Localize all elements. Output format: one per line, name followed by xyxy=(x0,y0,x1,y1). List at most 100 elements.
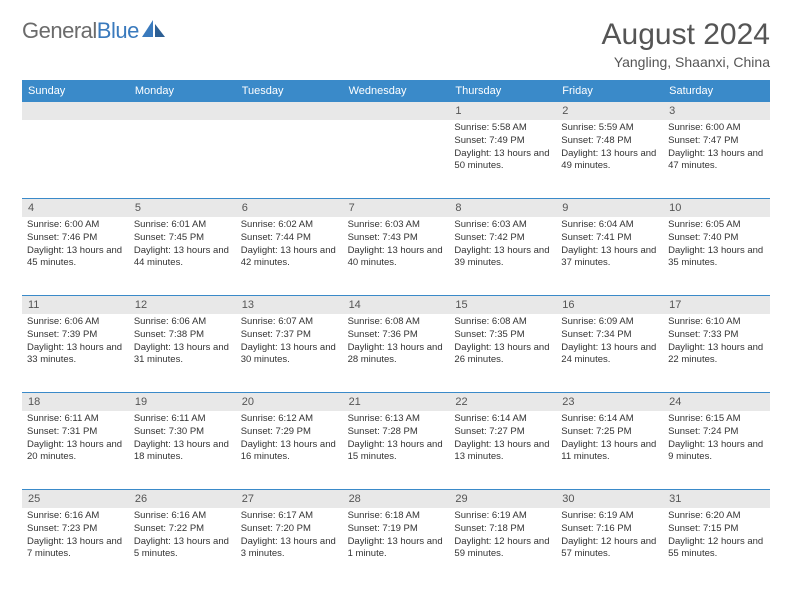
day-details: Sunrise: 6:16 AMSunset: 7:23 PMDaylight:… xyxy=(27,508,124,561)
day-details: Sunrise: 6:15 AMSunset: 7:24 PMDaylight:… xyxy=(668,411,765,464)
sunset-text: Sunset: 7:35 PM xyxy=(454,329,551,342)
sunrise-text: Sunrise: 6:19 AM xyxy=(561,510,658,523)
day-cell: Sunrise: 6:14 AMSunset: 7:27 PMDaylight:… xyxy=(449,411,556,489)
day-number xyxy=(22,102,129,120)
day-number: 27 xyxy=(236,490,343,508)
day-number: 19 xyxy=(129,393,236,411)
day-number: 31 xyxy=(663,490,770,508)
sunset-text: Sunset: 7:24 PM xyxy=(668,426,765,439)
sunrise-text: Sunrise: 6:03 AM xyxy=(348,219,445,232)
daylight-text: Daylight: 12 hours and 59 minutes. xyxy=(454,536,551,562)
weekday-label: Saturday xyxy=(663,80,770,102)
sunrise-text: Sunrise: 6:06 AM xyxy=(134,316,231,329)
sunset-text: Sunset: 7:19 PM xyxy=(348,523,445,536)
daynum-row: 18192021222324 xyxy=(22,392,770,411)
day-cell: Sunrise: 6:19 AMSunset: 7:18 PMDaylight:… xyxy=(449,508,556,586)
sunrise-text: Sunrise: 6:16 AM xyxy=(27,510,124,523)
daylight-text: Daylight: 13 hours and 37 minutes. xyxy=(561,245,658,271)
sunset-text: Sunset: 7:16 PM xyxy=(561,523,658,536)
sunset-text: Sunset: 7:20 PM xyxy=(241,523,338,536)
daylight-text: Daylight: 12 hours and 57 minutes. xyxy=(561,536,658,562)
weekday-header-row: Sunday Monday Tuesday Wednesday Thursday… xyxy=(22,80,770,102)
day-cell: Sunrise: 6:00 AMSunset: 7:46 PMDaylight:… xyxy=(22,217,129,295)
day-details: Sunrise: 6:10 AMSunset: 7:33 PMDaylight:… xyxy=(668,314,765,367)
weekday-label: Thursday xyxy=(449,80,556,102)
calendar-page: GeneralBlue August 2024 Yangling, Shaanx… xyxy=(0,0,792,596)
day-cell: Sunrise: 6:00 AMSunset: 7:47 PMDaylight:… xyxy=(663,120,770,198)
daylight-text: Daylight: 13 hours and 22 minutes. xyxy=(668,342,765,368)
daylight-text: Daylight: 13 hours and 45 minutes. xyxy=(27,245,124,271)
day-details: Sunrise: 6:14 AMSunset: 7:27 PMDaylight:… xyxy=(454,411,551,464)
day-cell: Sunrise: 6:01 AMSunset: 7:45 PMDaylight:… xyxy=(129,217,236,295)
daylight-text: Daylight: 13 hours and 3 minutes. xyxy=(241,536,338,562)
title-block: August 2024 Yangling, Shaanxi, China xyxy=(602,18,770,70)
daylight-text: Daylight: 13 hours and 30 minutes. xyxy=(241,342,338,368)
day-details: Sunrise: 5:59 AMSunset: 7:48 PMDaylight:… xyxy=(561,120,658,173)
daylight-text: Daylight: 13 hours and 33 minutes. xyxy=(27,342,124,368)
day-details: Sunrise: 6:12 AMSunset: 7:29 PMDaylight:… xyxy=(241,411,338,464)
sunrise-text: Sunrise: 6:09 AM xyxy=(561,316,658,329)
sunset-text: Sunset: 7:31 PM xyxy=(27,426,124,439)
daynum-row: 25262728293031 xyxy=(22,489,770,508)
day-number: 29 xyxy=(449,490,556,508)
sunrise-text: Sunrise: 6:05 AM xyxy=(668,219,765,232)
week-row: Sunrise: 6:16 AMSunset: 7:23 PMDaylight:… xyxy=(22,508,770,586)
day-number xyxy=(343,102,450,120)
daylight-text: Daylight: 13 hours and 7 minutes. xyxy=(27,536,124,562)
sunrise-text: Sunrise: 6:07 AM xyxy=(241,316,338,329)
daylight-text: Daylight: 13 hours and 24 minutes. xyxy=(561,342,658,368)
daylight-text: Daylight: 13 hours and 15 minutes. xyxy=(348,439,445,465)
day-cell: Sunrise: 6:09 AMSunset: 7:34 PMDaylight:… xyxy=(556,314,663,392)
day-details xyxy=(348,120,445,122)
day-cell xyxy=(129,120,236,198)
sunset-text: Sunset: 7:33 PM xyxy=(668,329,765,342)
sunset-text: Sunset: 7:44 PM xyxy=(241,232,338,245)
day-cell: Sunrise: 6:12 AMSunset: 7:29 PMDaylight:… xyxy=(236,411,343,489)
sunrise-text: Sunrise: 6:03 AM xyxy=(454,219,551,232)
daylight-text: Daylight: 13 hours and 9 minutes. xyxy=(668,439,765,465)
sunrise-text: Sunrise: 6:00 AM xyxy=(668,122,765,135)
brand-logo: GeneralBlue xyxy=(22,18,166,44)
sunset-text: Sunset: 7:40 PM xyxy=(668,232,765,245)
day-number: 9 xyxy=(556,199,663,217)
day-cell: Sunrise: 6:03 AMSunset: 7:42 PMDaylight:… xyxy=(449,217,556,295)
day-number xyxy=(129,102,236,120)
day-number: 3 xyxy=(663,102,770,120)
day-cell: Sunrise: 6:13 AMSunset: 7:28 PMDaylight:… xyxy=(343,411,450,489)
daylight-text: Daylight: 13 hours and 31 minutes. xyxy=(134,342,231,368)
daylight-text: Daylight: 13 hours and 20 minutes. xyxy=(27,439,124,465)
day-number: 15 xyxy=(449,296,556,314)
sunset-text: Sunset: 7:49 PM xyxy=(454,135,551,148)
day-cell: Sunrise: 6:18 AMSunset: 7:19 PMDaylight:… xyxy=(343,508,450,586)
day-details: Sunrise: 6:19 AMSunset: 7:18 PMDaylight:… xyxy=(454,508,551,561)
day-number: 14 xyxy=(343,296,450,314)
day-number: 6 xyxy=(236,199,343,217)
day-details: Sunrise: 6:08 AMSunset: 7:36 PMDaylight:… xyxy=(348,314,445,367)
daynum-row: 11121314151617 xyxy=(22,295,770,314)
day-cell: Sunrise: 6:11 AMSunset: 7:31 PMDaylight:… xyxy=(22,411,129,489)
day-number: 7 xyxy=(343,199,450,217)
day-cell xyxy=(343,120,450,198)
day-details xyxy=(27,120,124,122)
sunset-text: Sunset: 7:47 PM xyxy=(668,135,765,148)
day-number: 28 xyxy=(343,490,450,508)
day-details: Sunrise: 6:17 AMSunset: 7:20 PMDaylight:… xyxy=(241,508,338,561)
sunrise-text: Sunrise: 6:06 AM xyxy=(27,316,124,329)
sunrise-text: Sunrise: 5:59 AM xyxy=(561,122,658,135)
week-row: Sunrise: 6:00 AMSunset: 7:46 PMDaylight:… xyxy=(22,217,770,295)
daylight-text: Daylight: 13 hours and 5 minutes. xyxy=(134,536,231,562)
sunrise-text: Sunrise: 6:08 AM xyxy=(454,316,551,329)
sunset-text: Sunset: 7:36 PM xyxy=(348,329,445,342)
day-number: 21 xyxy=(343,393,450,411)
page-header: GeneralBlue August 2024 Yangling, Shaanx… xyxy=(22,18,770,70)
day-details: Sunrise: 6:04 AMSunset: 7:41 PMDaylight:… xyxy=(561,217,658,270)
day-cell: Sunrise: 5:58 AMSunset: 7:49 PMDaylight:… xyxy=(449,120,556,198)
day-details: Sunrise: 6:07 AMSunset: 7:37 PMDaylight:… xyxy=(241,314,338,367)
calendar-grid: Sunday Monday Tuesday Wednesday Thursday… xyxy=(22,80,770,586)
sunset-text: Sunset: 7:37 PM xyxy=(241,329,338,342)
day-cell: Sunrise: 6:14 AMSunset: 7:25 PMDaylight:… xyxy=(556,411,663,489)
day-cell xyxy=(22,120,129,198)
sunset-text: Sunset: 7:42 PM xyxy=(454,232,551,245)
sunrise-text: Sunrise: 6:04 AM xyxy=(561,219,658,232)
sunset-text: Sunset: 7:22 PM xyxy=(134,523,231,536)
